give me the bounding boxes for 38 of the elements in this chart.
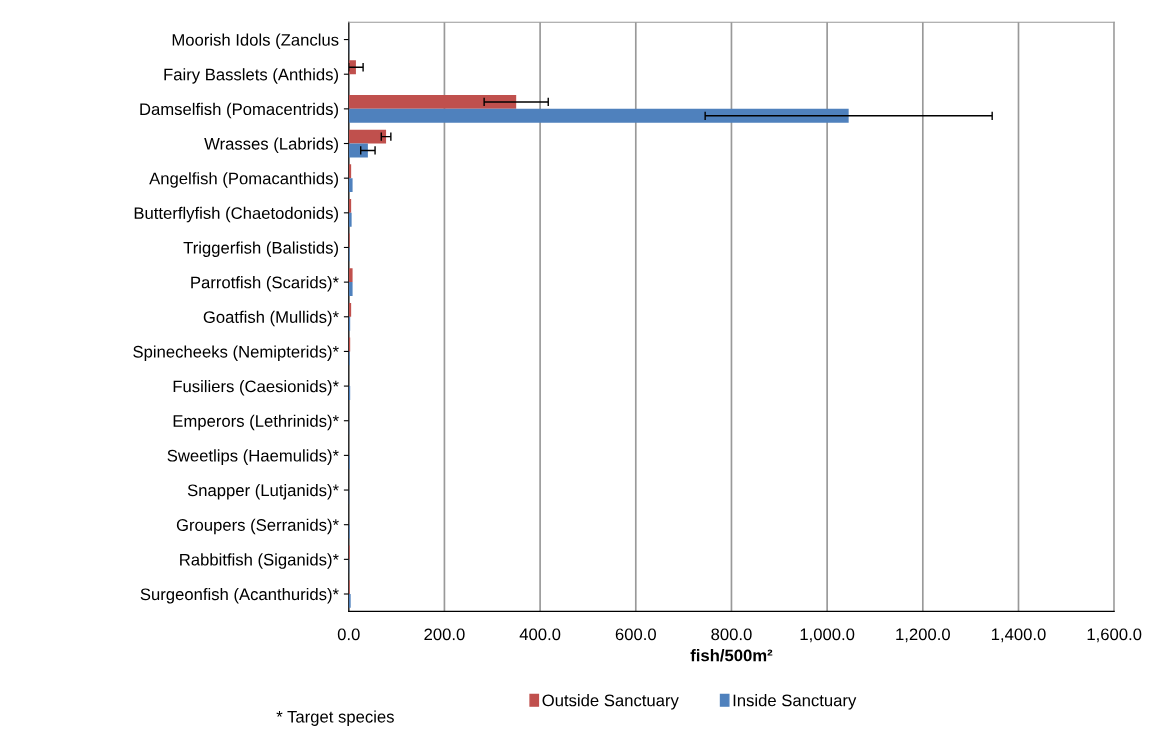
legend-label: Inside Sanctuary — [733, 694, 857, 710]
x-tick-label: 1,600.0 — [1087, 628, 1142, 643]
bar — [348, 143, 368, 158]
x-tick-label: 1,000.0 — [800, 628, 855, 643]
y-tick-label: Snapper (Lutjanids)* — [187, 484, 339, 500]
x-tick-label: 400.0 — [519, 628, 561, 641]
x-tick-label: 200.0 — [424, 628, 465, 641]
x-tick-label: 1,200.0 — [896, 628, 950, 643]
y-tick-label: Damselfish (Pomacentrids) — [140, 102, 339, 119]
y-tick-label: Moorish Idols (Zanclus — [172, 33, 339, 50]
legend-label: Outside Sanctuary — [542, 694, 679, 710]
y-tick-label: Triggerfish (Balistids) — [183, 241, 338, 257]
x-tick-label: 800.0 — [711, 628, 752, 641]
bar — [348, 129, 387, 144]
y-tick-label: Wrasses (Labrids) — [204, 137, 338, 153]
text: * Target species — [276, 710, 394, 726]
x-axis-title: fish/500m² — [690, 649, 773, 662]
y-tick-label: Groupers (Serranids)* — [176, 518, 339, 535]
y-tick-label: Spinecheeks (Nemipterids)* — [133, 345, 339, 361]
y-tick-label: Parrotfish (Scarids)* — [191, 276, 339, 292]
y-tick-label: Surgeonfish (Acanthurids)* — [140, 587, 339, 604]
y-tick-label: Fairy Basslets (Anthids) — [164, 68, 338, 84]
bar — [348, 268, 353, 283]
y-tick-label: Goatfish (Mullids)* — [203, 310, 339, 327]
x-tick-label: 0.0 — [337, 628, 360, 641]
bar — [348, 95, 517, 109]
y-tick-label: Rabbitfish (Siganids)* — [180, 553, 339, 569]
y-tick-label: Sweetlips (Haemulids)* — [167, 449, 339, 465]
bar — [348, 212, 352, 227]
x-tick-label: 600.0 — [615, 628, 656, 641]
x-tick-label: 1,400.0 — [991, 628, 1046, 643]
y-tick-label: Butterflyfish (Chaetodonids) — [134, 206, 339, 223]
bar — [348, 282, 353, 296]
y-tick-label: Angelfish (Pomacanthids) — [149, 172, 339, 188]
bar — [348, 108, 849, 123]
bar — [348, 178, 353, 193]
y-tick-label: Emperors (Lethrinids)* — [173, 414, 339, 431]
y-tick-label: Fusiliers (Caesionids)* — [173, 380, 339, 396]
